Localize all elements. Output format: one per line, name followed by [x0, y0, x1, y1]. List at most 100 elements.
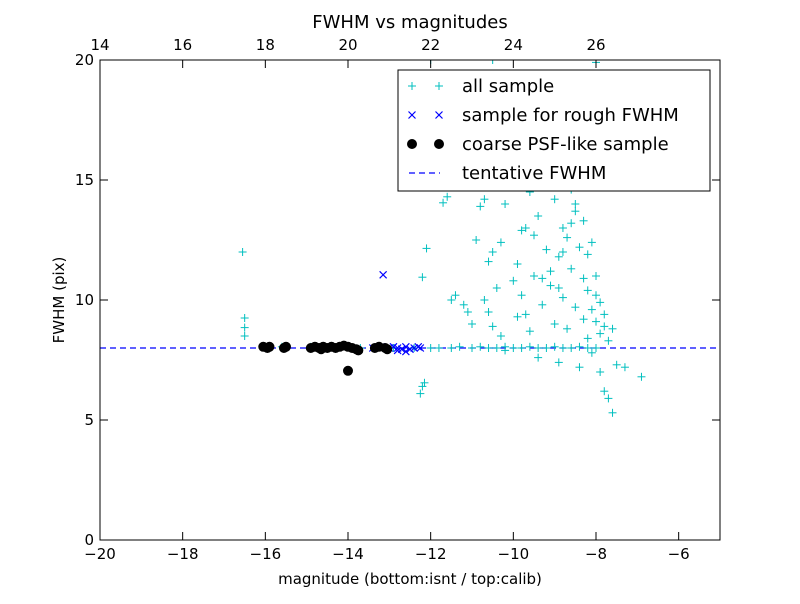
data-point-plus — [608, 324, 617, 333]
data-point-plus — [238, 248, 247, 256]
data-point-plus — [420, 378, 429, 387]
data-point-plus — [579, 274, 588, 283]
legend-label: coarse PSF-like sample — [462, 134, 669, 155]
data-point-plus — [501, 346, 510, 355]
legend-item: coarse PSF-like sample — [407, 134, 669, 155]
legend-label: tentative FWHM — [462, 163, 606, 184]
top-x-tick-label: 18 — [256, 36, 275, 54]
data-point-plus — [496, 332, 505, 340]
data-point-plus — [426, 344, 435, 352]
data-point-plus — [517, 226, 526, 235]
top-x-tick-label: 14 — [90, 36, 109, 54]
data-point-plus — [472, 236, 481, 244]
legend-swatch — [435, 111, 443, 119]
data-point-plus — [558, 248, 567, 256]
data-point-circle — [382, 344, 393, 355]
data-point-plus — [455, 342, 464, 351]
data-point-circle — [353, 345, 364, 356]
data-point-plus — [476, 202, 485, 211]
data-point-plus — [554, 358, 563, 367]
data-point-plus — [546, 281, 555, 290]
data-point-x — [379, 270, 388, 279]
data-point-plus — [521, 224, 530, 232]
data-point-plus — [592, 317, 600, 326]
data-point-plus — [567, 219, 576, 228]
x-tick-label: −10 — [498, 545, 530, 563]
data-point-plus — [637, 372, 646, 381]
data-point-plus — [521, 310, 530, 319]
data-point-plus — [496, 238, 505, 247]
data-point-plus — [240, 323, 249, 332]
data-point-circle — [343, 365, 353, 376]
y-tick-label: 0 — [84, 531, 94, 549]
data-point-plus — [422, 244, 431, 253]
data-point-plus — [567, 264, 576, 273]
legend-swatch — [408, 82, 416, 90]
data-point-plus — [571, 207, 580, 216]
data-point-plus — [596, 329, 605, 338]
legend-swatch — [435, 82, 443, 90]
data-point-plus — [592, 272, 600, 280]
data-point-plus — [492, 344, 501, 352]
data-point-plus — [484, 344, 493, 352]
data-point-plus — [484, 257, 493, 266]
data-point-x — [416, 344, 425, 352]
data-point-plus — [517, 344, 526, 352]
legend-label: all sample — [462, 76, 554, 97]
data-point-x — [393, 346, 402, 355]
data-point-plus — [459, 300, 468, 309]
y-tick-label: 15 — [75, 171, 94, 189]
legend-label: sample for rough FWHM — [462, 105, 679, 126]
data-point-plus — [563, 324, 572, 333]
data-point-plus — [600, 310, 609, 319]
data-point-x — [401, 342, 410, 351]
data-point-plus — [579, 216, 588, 225]
data-point-plus — [492, 284, 501, 292]
legend-item: sample for rough FWHM — [408, 105, 679, 126]
data-point-plus — [563, 233, 572, 242]
data-point-plus — [575, 342, 584, 351]
data-point-plus — [534, 212, 543, 220]
data-point-plus — [418, 382, 427, 391]
data-point-plus — [530, 272, 538, 280]
x-axis-title: magnitude (bottom:isnt / top:calib) — [278, 570, 542, 588]
data-point-plus — [451, 291, 460, 300]
data-point-plus — [575, 363, 584, 372]
top-x-tick-label: 16 — [173, 36, 192, 54]
y-tick-label: 10 — [75, 291, 94, 309]
legend-swatch — [434, 139, 444, 149]
data-point-plus — [542, 344, 551, 352]
data-point-plus — [488, 60, 497, 64]
data-point-plus — [554, 252, 563, 261]
data-point-plus — [558, 293, 567, 302]
data-point-plus — [513, 260, 522, 268]
data-point-plus — [583, 334, 592, 343]
data-point-plus — [463, 308, 472, 316]
data-point-plus — [604, 336, 613, 345]
x-tick-label: −20 — [84, 545, 116, 563]
top-x-tick-label: 24 — [504, 36, 523, 54]
data-point-plus — [240, 314, 249, 322]
data-point-plus — [418, 273, 427, 282]
data-point-plus — [517, 291, 526, 300]
data-point-plus — [604, 394, 613, 403]
data-point-plus — [596, 298, 605, 307]
legend-item: tentative FWHM — [409, 163, 606, 184]
x-tick-label: −6 — [668, 545, 690, 563]
data-point-plus — [583, 286, 592, 295]
legend-item: all sample — [408, 76, 554, 97]
y-tick-label: 5 — [84, 411, 94, 429]
data-point-plus — [525, 327, 534, 336]
chart-title: FWHM vs magnitudes — [312, 12, 507, 33]
legend: all sample sample for rough FWHM coarse PS… — [397, 69, 711, 192]
x-tick-label: −18 — [167, 545, 199, 563]
data-point-plus — [596, 368, 605, 376]
data-point-plus — [542, 245, 551, 254]
data-point-plus — [579, 315, 588, 324]
data-point-plus — [558, 344, 567, 352]
data-point-plus — [534, 344, 543, 352]
data-point-plus — [476, 342, 485, 351]
data-point-plus — [434, 344, 443, 352]
